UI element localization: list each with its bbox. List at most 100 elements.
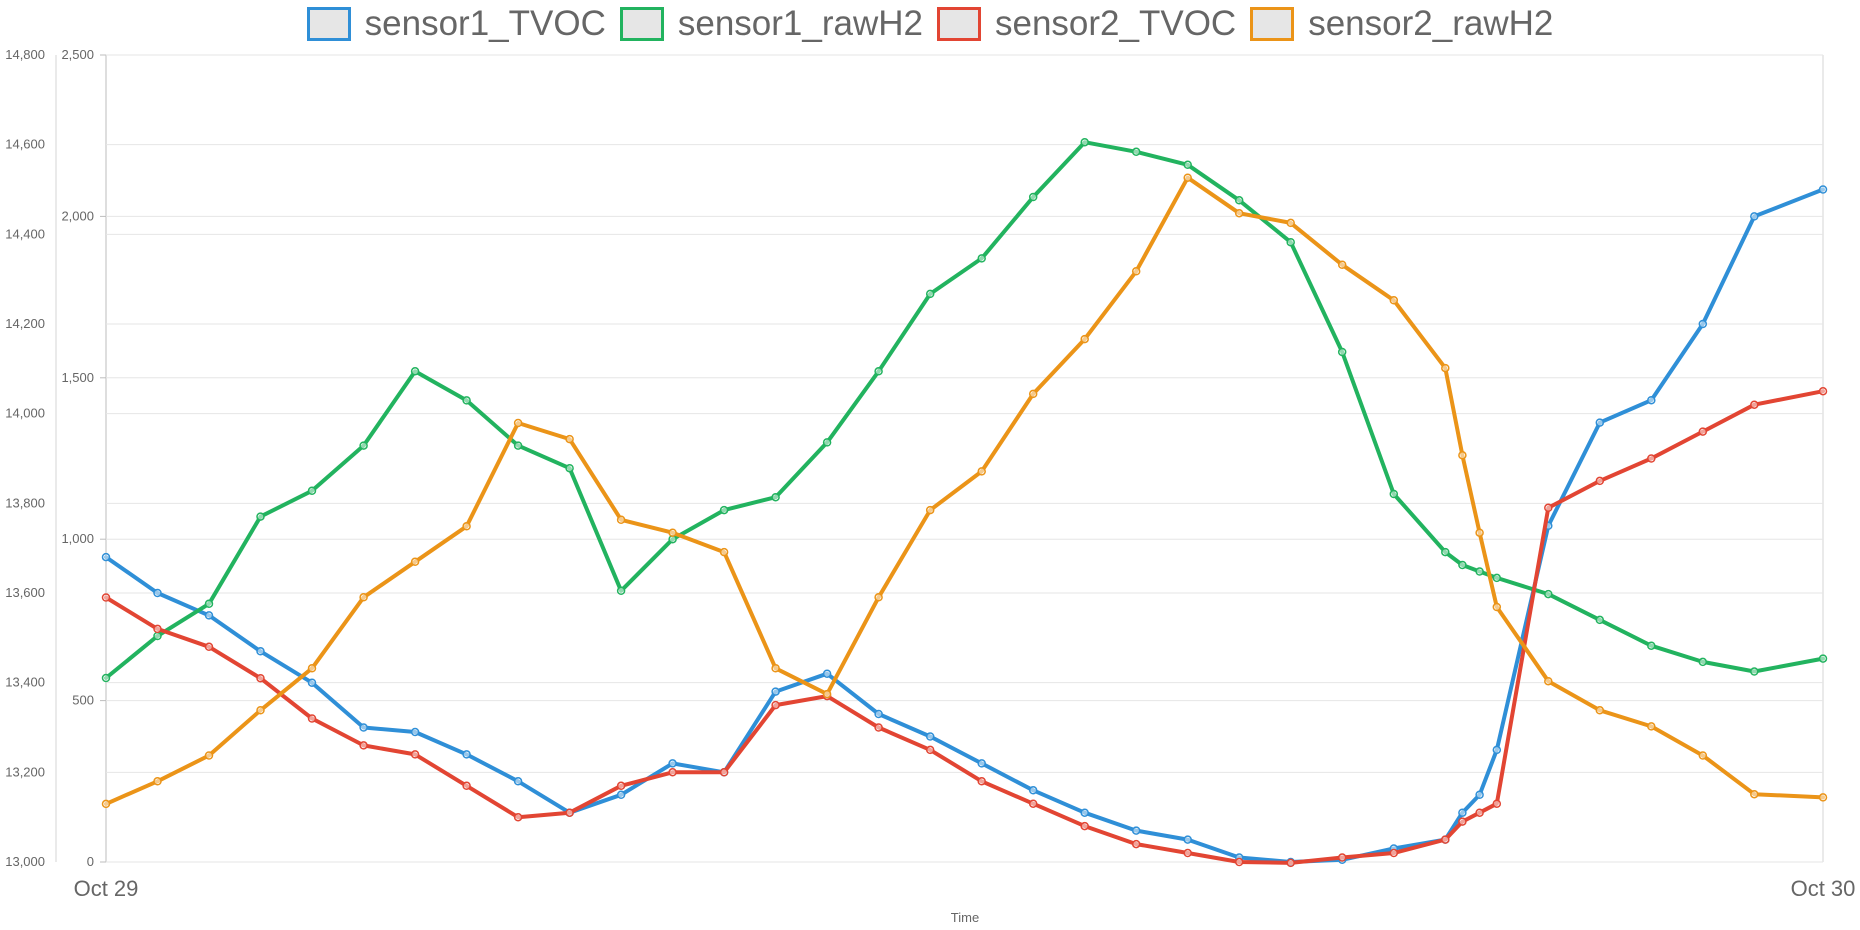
data-point-sensor2-rawh2 (565, 434, 574, 444)
y-tick-label-inner: 0 (87, 854, 94, 869)
data-point-sensor2-rawh2 (204, 751, 214, 760)
y-tick-label-outer: 13,800 (5, 495, 45, 510)
data-point-sensor2-rawh2 (1544, 676, 1553, 686)
data-point-sensor2-rawh2 (616, 515, 626, 525)
data-point-sensor2-tvoc (771, 700, 780, 710)
data-point-sensor2-rawh2 (1131, 267, 1141, 276)
data-point-sensor1-rawh2 (1183, 160, 1192, 170)
data-point-sensor2-rawh2 (513, 418, 523, 428)
legend-item-sensor2-rawh2[interactable]: sensor2_rawH2 (1250, 4, 1553, 44)
data-point-sensor1-rawh2 (874, 367, 883, 376)
data-point-sensor2-rawh2 (977, 467, 986, 476)
legend: sensor1_TVOC sensor1_rawH2 sensor2_TVOC … (0, 4, 1860, 44)
data-point-sensor2-rawh2 (1647, 722, 1656, 731)
data-point-sensor1-rawh2 (153, 631, 162, 641)
data-point-sensor1-rawh2 (1080, 137, 1089, 147)
data-point-sensor1-rawh2 (1647, 641, 1656, 650)
data-point-sensor1-tvoc (101, 552, 111, 562)
x-tick-label-start: Oct 29 (74, 876, 139, 901)
data-point-sensor2-tvoc (874, 723, 883, 732)
data-point-sensor1-tvoc (462, 750, 471, 759)
data-point-sensor1-rawh2 (1131, 147, 1141, 157)
data-point-sensor2-rawh2 (1750, 789, 1759, 799)
data-point-sensor2-rawh2 (1492, 602, 1502, 612)
data-point-sensor2-rawh2 (668, 528, 677, 537)
data-point-sensor1-tvoc (1475, 790, 1484, 800)
data-point-sensor1-tvoc (1080, 808, 1089, 817)
data-point-sensor1-rawh2 (1475, 567, 1484, 576)
data-point-sensor2-rawh2 (1441, 363, 1450, 373)
legend-swatch-sensor2-rawh2 (1250, 7, 1295, 41)
data-point-sensor1-tvoc (307, 678, 317, 687)
legend-label-sensor2-tvoc: sensor2_TVOC (995, 4, 1237, 43)
data-point-sensor2-rawh2 (1337, 260, 1347, 270)
data-point-sensor2-tvoc (153, 624, 162, 634)
data-point-sensor1-rawh2 (101, 673, 111, 683)
data-point-sensor1-tvoc (1595, 418, 1605, 427)
data-point-sensor1-rawh2 (513, 441, 523, 450)
data-point-sensor2-rawh2 (101, 799, 111, 809)
legend-label-sensor1-rawh2: sensor1_rawH2 (677, 4, 923, 43)
data-point-sensor1-tvoc (256, 647, 265, 656)
data-point-sensor2-rawh2 (925, 505, 935, 515)
y-tick-label-inner: 2,000 (61, 208, 94, 223)
y-tick-label-outer: 14,400 (5, 226, 45, 241)
y-tick-label-outer: 14,000 (5, 406, 45, 421)
y-tick-label-outer: 13,600 (5, 585, 45, 600)
data-point-sensor1-rawh2 (1337, 347, 1347, 357)
data-point-sensor2-tvoc (1818, 386, 1828, 396)
data-point-sensor1-tvoc (1698, 319, 1708, 329)
data-point-sensor2-tvoc (1475, 808, 1484, 817)
data-point-sensor1-tvoc (977, 759, 986, 768)
y-tick-label-inner: 1,000 (61, 531, 94, 546)
legend-item-sensor1-rawh2[interactable]: sensor1_rawH2 (619, 4, 923, 44)
data-point-sensor2-rawh2 (771, 664, 780, 673)
data-point-sensor2-rawh2 (874, 593, 883, 602)
data-point-sensor2-rawh2 (1286, 218, 1295, 228)
data-point-sensor1-tvoc (1028, 786, 1038, 795)
data-point-sensor1-rawh2 (1544, 589, 1553, 599)
data-point-sensor2-rawh2 (153, 777, 162, 786)
data-point-sensor2-rawh2 (822, 689, 832, 699)
data-point-sensor1-tvoc (359, 723, 368, 732)
data-point-sensor2-tvoc (977, 777, 986, 786)
data-point-sensor1-tvoc (410, 727, 420, 737)
data-point-sensor1-rawh2 (1750, 667, 1759, 676)
legend-item-sensor2-tvoc[interactable]: sensor2_TVOC (937, 4, 1236, 44)
data-point-sensor2-rawh2 (1458, 451, 1467, 460)
data-point-sensor1-tvoc (1458, 808, 1467, 817)
data-point-sensor2-tvoc (1441, 835, 1450, 844)
data-point-sensor2-tvoc (1750, 400, 1759, 409)
data-point-sensor2-rawh2 (410, 557, 420, 567)
data-point-sensor2-tvoc (1544, 503, 1553, 513)
data-point-sensor1-rawh2 (1286, 237, 1295, 247)
data-point-sensor2-rawh2 (1475, 528, 1484, 537)
data-point-sensor1-rawh2 (359, 441, 368, 450)
x-tick-label-end: Oct 30 (1791, 876, 1856, 901)
data-point-sensor2-tvoc (1234, 857, 1244, 867)
data-point-sensor1-rawh2 (565, 463, 574, 473)
data-point-sensor2-rawh2 (1183, 173, 1192, 182)
data-point-sensor2-tvoc (462, 781, 471, 791)
data-point-sensor1-tvoc (1183, 835, 1192, 844)
x-axis-title: Time (951, 910, 979, 925)
data-point-sensor2-tvoc (1595, 476, 1605, 486)
data-point-sensor2-rawh2 (1234, 208, 1244, 218)
series-line-sensor1-tvoc (104, 187, 1825, 864)
data-point-sensor2-tvoc (1389, 848, 1399, 858)
data-point-sensor1-rawh2 (719, 505, 729, 515)
data-point-sensor1-tvoc (668, 759, 677, 768)
data-point-sensor2-tvoc (616, 781, 626, 791)
data-point-sensor2-tvoc (359, 741, 368, 750)
data-point-sensor1-rawh2 (1389, 489, 1399, 499)
data-point-sensor1-tvoc (616, 790, 626, 800)
data-point-sensor2-tvoc (719, 768, 729, 777)
data-point-sensor2-rawh2 (462, 522, 471, 531)
data-point-sensor2-rawh2 (1818, 793, 1828, 802)
series-line-sensor2-rawh2 (104, 175, 1825, 806)
data-point-sensor1-rawh2 (307, 486, 317, 496)
legend-item-sensor1-tvoc[interactable]: sensor1_TVOC (306, 4, 606, 44)
data-point-sensor1-rawh2 (1234, 196, 1244, 205)
data-point-sensor2-tvoc (1131, 839, 1141, 849)
